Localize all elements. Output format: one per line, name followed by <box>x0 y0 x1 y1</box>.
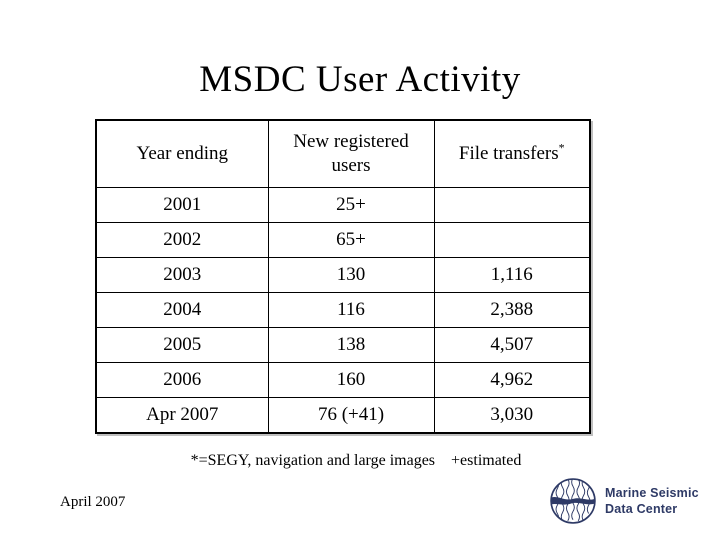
footnote-main: *=SEGY, navigation and large images <box>190 452 436 469</box>
cell-year: 2005 <box>95 327 269 363</box>
cell-new-users: 138 <box>267 327 435 363</box>
user-activity-table: Year ending New registered users File tr… <box>95 119 591 434</box>
table-row: 2002 65+ <box>95 222 591 258</box>
cell-file-transfers: 3,030 <box>433 397 591 434</box>
cell-new-users: 65+ <box>267 222 435 258</box>
logo-text: Marine Seismic Data Center <box>605 485 699 517</box>
table-row: 2005 138 4,507 <box>95 327 591 363</box>
column-header-label: Year ending <box>136 143 228 165</box>
column-header-sup: * <box>558 140 565 155</box>
column-header-label: File transfers <box>458 143 559 165</box>
table-row: 2001 25+ <box>95 187 591 223</box>
cell-file-transfers: 4,507 <box>433 327 591 363</box>
column-header-year-ending: Year ending <box>95 119 269 188</box>
cell-new-users: 25+ <box>267 187 435 223</box>
column-header-new-registered-users: New registered users <box>267 119 435 188</box>
cell-new-users: 76 (+41) <box>267 397 435 434</box>
table-row: 2004 116 2,388 <box>95 292 591 328</box>
cell-file-transfers <box>433 187 591 223</box>
cell-new-users: 130 <box>267 257 435 293</box>
cell-year: 2003 <box>95 257 269 293</box>
column-header-label: New registered users <box>293 131 409 176</box>
footnote-estimated: +estimated <box>451 452 522 469</box>
cell-year: 2001 <box>95 187 269 223</box>
cell-file-transfers: 4,962 <box>433 362 591 398</box>
cell-file-transfers: 1,116 <box>433 257 591 293</box>
cell-year: Apr 2007 <box>95 397 269 434</box>
cell-year: 2006 <box>95 362 269 398</box>
logo-line2: Data Center <box>605 502 678 516</box>
page-title: MSDC User Activity <box>199 59 521 100</box>
cell-new-users: 116 <box>267 292 435 328</box>
cell-new-users: 160 <box>267 362 435 398</box>
cell-year: 2004 <box>95 292 269 328</box>
cell-file-transfers <box>433 222 591 258</box>
cell-file-transfers: 2,388 <box>433 292 591 328</box>
table-header-row: Year ending New registered users File tr… <box>95 119 591 188</box>
column-header-file-transfers: File transfers* <box>433 119 591 188</box>
table-row: 2006 160 4,962 <box>95 362 591 398</box>
msdc-logo: Marine Seismic Data Center <box>549 477 699 525</box>
table-row: 2003 130 1,116 <box>95 257 591 293</box>
logo-line1: Marine Seismic <box>605 486 699 500</box>
footnote: *=SEGY, navigation and large images +esti… <box>0 452 712 470</box>
table-row: Apr 2007 76 (+41) 3,030 <box>95 397 591 434</box>
cell-year: 2002 <box>95 222 269 258</box>
seismic-globe-icon <box>550 478 596 524</box>
date-label: April 2007 <box>60 494 126 510</box>
